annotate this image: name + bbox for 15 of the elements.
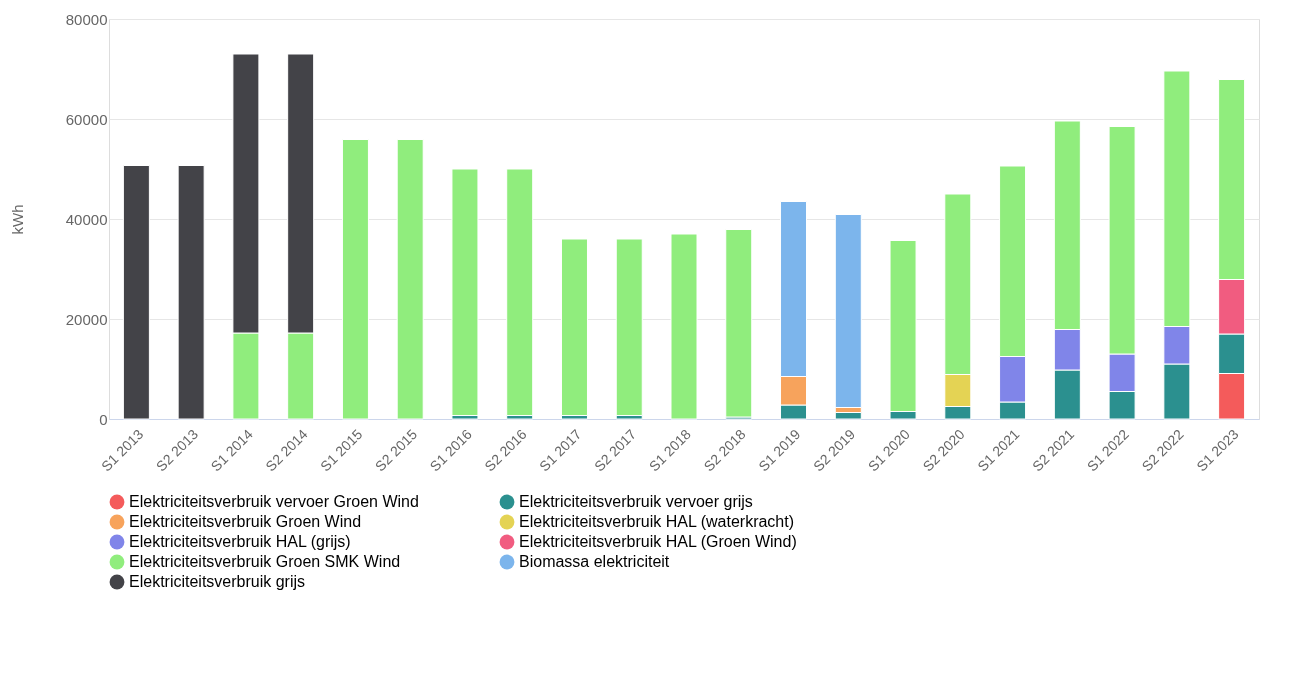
legend-label: Elektriciteitsverbruik vervoer Groen Wind [129,493,419,510]
legend-label: Elektriciteitsverbruik HAL (Groen Wind) [519,533,797,550]
legend-label: Biomassa elektriciteit [519,553,670,570]
y-tick-label: 80000 [65,10,108,28]
y-axis-title: kWh [8,204,26,235]
legend-label: Elektriciteitsverbruik vervoer grijs [519,493,753,510]
legend-label: Elektriciteitsverbruik Groen Wind [129,513,362,530]
legend-label: Elektriciteitsverbruik Groen SMK Wind [129,553,401,570]
y-tick-label: 40000 [65,210,108,228]
y-tick-label: 20000 [65,310,108,328]
y-tick-label: 0 [99,410,108,428]
y-tick-label: 60000 [65,110,108,128]
legend-label: Elektriciteitsverbruik HAL (grijs) [129,533,351,550]
legend-label: Elektriciteitsverbruik HAL (waterkracht) [519,513,795,530]
legend-label: Elektriciteitsverbruik grijs [129,573,306,590]
